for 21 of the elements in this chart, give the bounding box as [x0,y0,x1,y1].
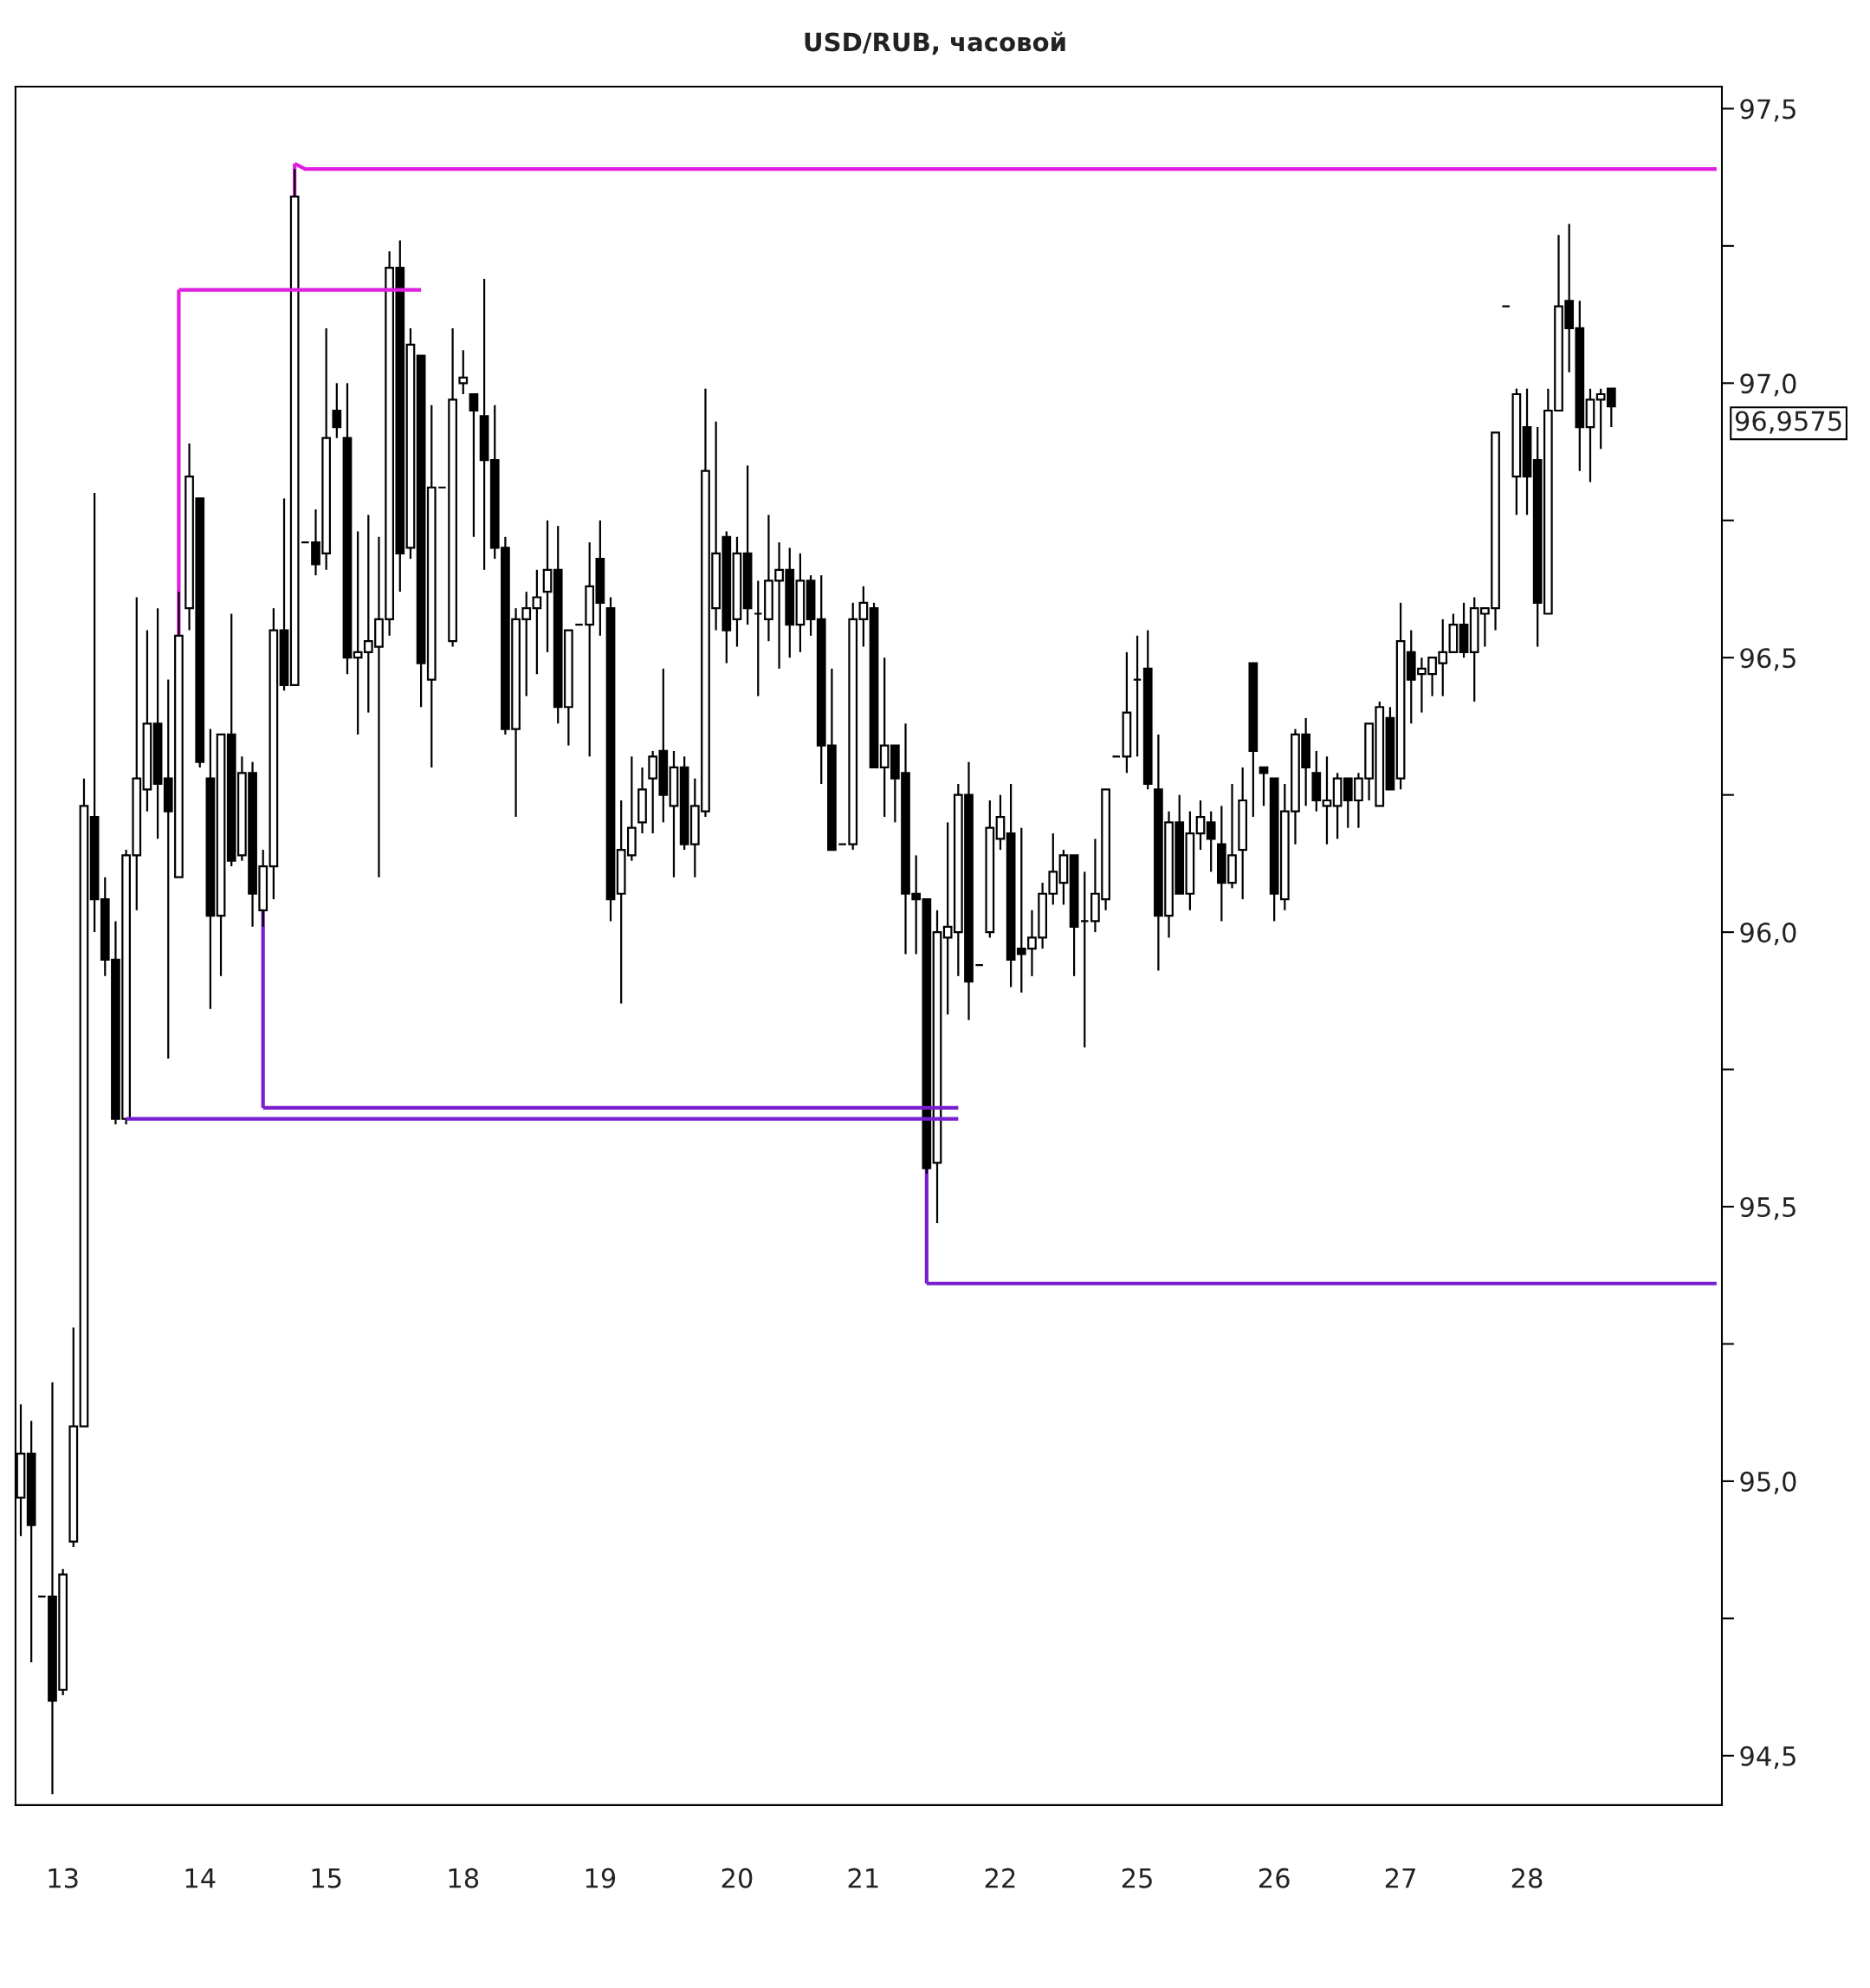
x-tick-label: 15 [312,1868,341,1888]
x-tick-label: 26 [1259,1868,1290,1888]
x-tick-label: 22 [985,1868,1015,1888]
x-tick-label: 14 [185,1868,216,1888]
x-tick-label: 18 [449,1868,479,1888]
chart-title: USD/RUB, часовой [805,31,1065,55]
x-tick-label: 27 [1385,1868,1415,1888]
y-tick-label: 95,0 [1740,1471,1796,1495]
y-tick-label: 97,5 [1740,99,1796,122]
x-tick-label: 28 [1511,1868,1543,1888]
y-tick-label: 96,0 [1740,923,1796,946]
y-tick-label: 95,5 [1740,1196,1796,1221]
x-tick-label: 21 [848,1868,878,1888]
x-tick-label: 20 [721,1868,753,1888]
y-tick-label: 96,5 [1740,648,1796,671]
y-tick-label: 97,0 [1740,373,1796,397]
y-tick-label: 94,5 [1740,1745,1796,1769]
x-tick-label: 19 [586,1868,616,1888]
text: 96,9575 [1735,411,1841,434]
x-tick-label: 13 [49,1868,78,1888]
x-tick-label: 25 [1122,1868,1152,1888]
